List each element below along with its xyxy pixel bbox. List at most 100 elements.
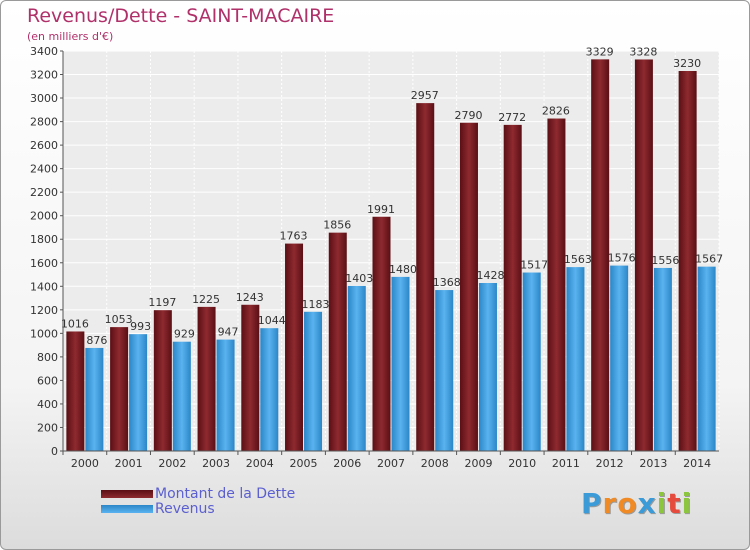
- revenue-value-label: 1183: [302, 298, 330, 311]
- debt-bar: [678, 71, 697, 451]
- debt-bar: [459, 122, 478, 451]
- debt-value-label: 1225: [192, 293, 220, 306]
- debt-bar: [110, 327, 129, 451]
- y-tick-label: 3200: [30, 69, 58, 82]
- debt-value-label: 1763: [280, 230, 308, 243]
- revenue-value-label: 1480: [389, 263, 417, 276]
- revenue-bar: [610, 265, 629, 451]
- debt-value-label: 3230: [673, 57, 701, 70]
- revenue-value-label: 1556: [651, 254, 679, 267]
- debt-bar: [416, 103, 435, 451]
- y-tick-label: 200: [37, 421, 58, 434]
- revenue-bar: [566, 267, 585, 451]
- legend: Montant de la Dette Revenus: [101, 485, 296, 517]
- debt-bar: [285, 243, 304, 451]
- logo-letter: x: [637, 487, 657, 520]
- revenue-bar: [697, 266, 716, 451]
- debt-bar: [503, 124, 522, 451]
- legend-label-revenue: Revenus: [155, 500, 215, 517]
- y-tick-label: 2400: [30, 163, 58, 176]
- revenue-value-label: 947: [218, 326, 239, 339]
- revenue-value-label: 929: [174, 328, 195, 341]
- chart-subtitle: (en milliers d'€): [27, 30, 114, 43]
- revenue-bar: [522, 272, 541, 451]
- revenue-bar: [347, 285, 366, 451]
- x-tick-label: 2011: [552, 457, 580, 470]
- plot-area: [63, 51, 719, 451]
- logo-letter: P: [581, 487, 603, 520]
- x-tick-label: 2007: [377, 457, 405, 470]
- legend-swatch-revenue: [101, 504, 153, 513]
- x-tick-label: 2002: [158, 457, 186, 470]
- revenue-value-label: 1428: [476, 269, 504, 282]
- debt-bar: [328, 232, 347, 451]
- revenue-value-label: 1517: [520, 259, 548, 272]
- debt-bar: [591, 59, 610, 452]
- x-tick-label: 2014: [683, 457, 711, 470]
- debt-value-label: 2826: [542, 105, 570, 118]
- debt-value-label: 1197: [148, 296, 176, 309]
- debt-value-label: 1856: [323, 219, 351, 232]
- y-tick-label: 1600: [30, 257, 58, 270]
- revenue-bar: [478, 283, 497, 451]
- legend-swatch-debt: [101, 489, 153, 498]
- x-tick-label: 2001: [115, 457, 143, 470]
- revenue-value-label: 993: [130, 320, 151, 333]
- y-tick-label: 2600: [30, 139, 58, 152]
- logo-letter: i: [681, 487, 693, 520]
- revenue-bar: [653, 267, 672, 451]
- debt-value-label: 2957: [411, 89, 439, 102]
- debt-bar: [372, 216, 391, 451]
- debt-bar: [547, 118, 566, 451]
- revenue-bar: [129, 334, 148, 451]
- y-tick-label: 1800: [30, 233, 58, 246]
- y-tick-label: 1200: [30, 304, 58, 317]
- x-tick-label: 2003: [202, 457, 230, 470]
- revenue-bar: [216, 339, 235, 451]
- x-tick-label: 2006: [333, 457, 361, 470]
- debt-value-label: 1016: [61, 317, 89, 330]
- debt-value-label: 3328: [629, 45, 657, 58]
- logo-letter: i: [656, 487, 668, 520]
- legend-label-debt: Montant de la Dette: [155, 485, 296, 502]
- revenue-bar: [304, 311, 323, 451]
- x-tick-label: 2013: [639, 457, 667, 470]
- x-tick-label: 2008: [421, 457, 449, 470]
- revenue-value-label: 1567: [695, 253, 723, 266]
- revenue-bar: [435, 290, 454, 451]
- y-tick-label: 800: [37, 351, 58, 364]
- debt-bar: [634, 59, 653, 452]
- debt-value-label: 1243: [236, 291, 264, 304]
- revenue-bar: [172, 341, 191, 451]
- debt-bar: [197, 306, 216, 451]
- revenue-value-label: 1563: [564, 253, 592, 266]
- y-tick-label: 3000: [30, 92, 58, 105]
- y-tick-label: 400: [37, 398, 58, 411]
- y-tick-label: 600: [37, 374, 58, 387]
- logo-letter: o: [617, 487, 638, 520]
- x-tick-label: 2004: [246, 457, 274, 470]
- x-tick-label: 2005: [290, 457, 318, 470]
- proxiti-logo: Proxiti: [581, 487, 692, 520]
- logo-letter: r: [602, 487, 618, 520]
- debt-value-label: 1053: [105, 313, 133, 326]
- y-tick-label: 1400: [30, 280, 58, 293]
- y-tick-label: 2000: [30, 210, 58, 223]
- revenue-bar: [391, 276, 410, 451]
- revenue-bar: [85, 347, 104, 451]
- debt-bar: [241, 304, 260, 451]
- debt-value-label: 2772: [498, 111, 526, 124]
- legend-item-debt: Montant de la Dette: [101, 485, 296, 502]
- revenue-value-label: 1044: [258, 314, 286, 327]
- revenue-bar: [260, 328, 279, 451]
- y-tick-label: 1000: [30, 327, 58, 340]
- debt-bar: [153, 310, 172, 451]
- y-tick-label: 0: [51, 445, 58, 458]
- x-tick-label: 2000: [71, 457, 99, 470]
- revenue-value-label: 1576: [608, 252, 636, 265]
- logo-letter: t: [667, 487, 682, 520]
- revenue-value-label: 1403: [345, 272, 373, 285]
- chart-title: Revenus/Dette - SAINT-MACAIRE: [27, 5, 335, 27]
